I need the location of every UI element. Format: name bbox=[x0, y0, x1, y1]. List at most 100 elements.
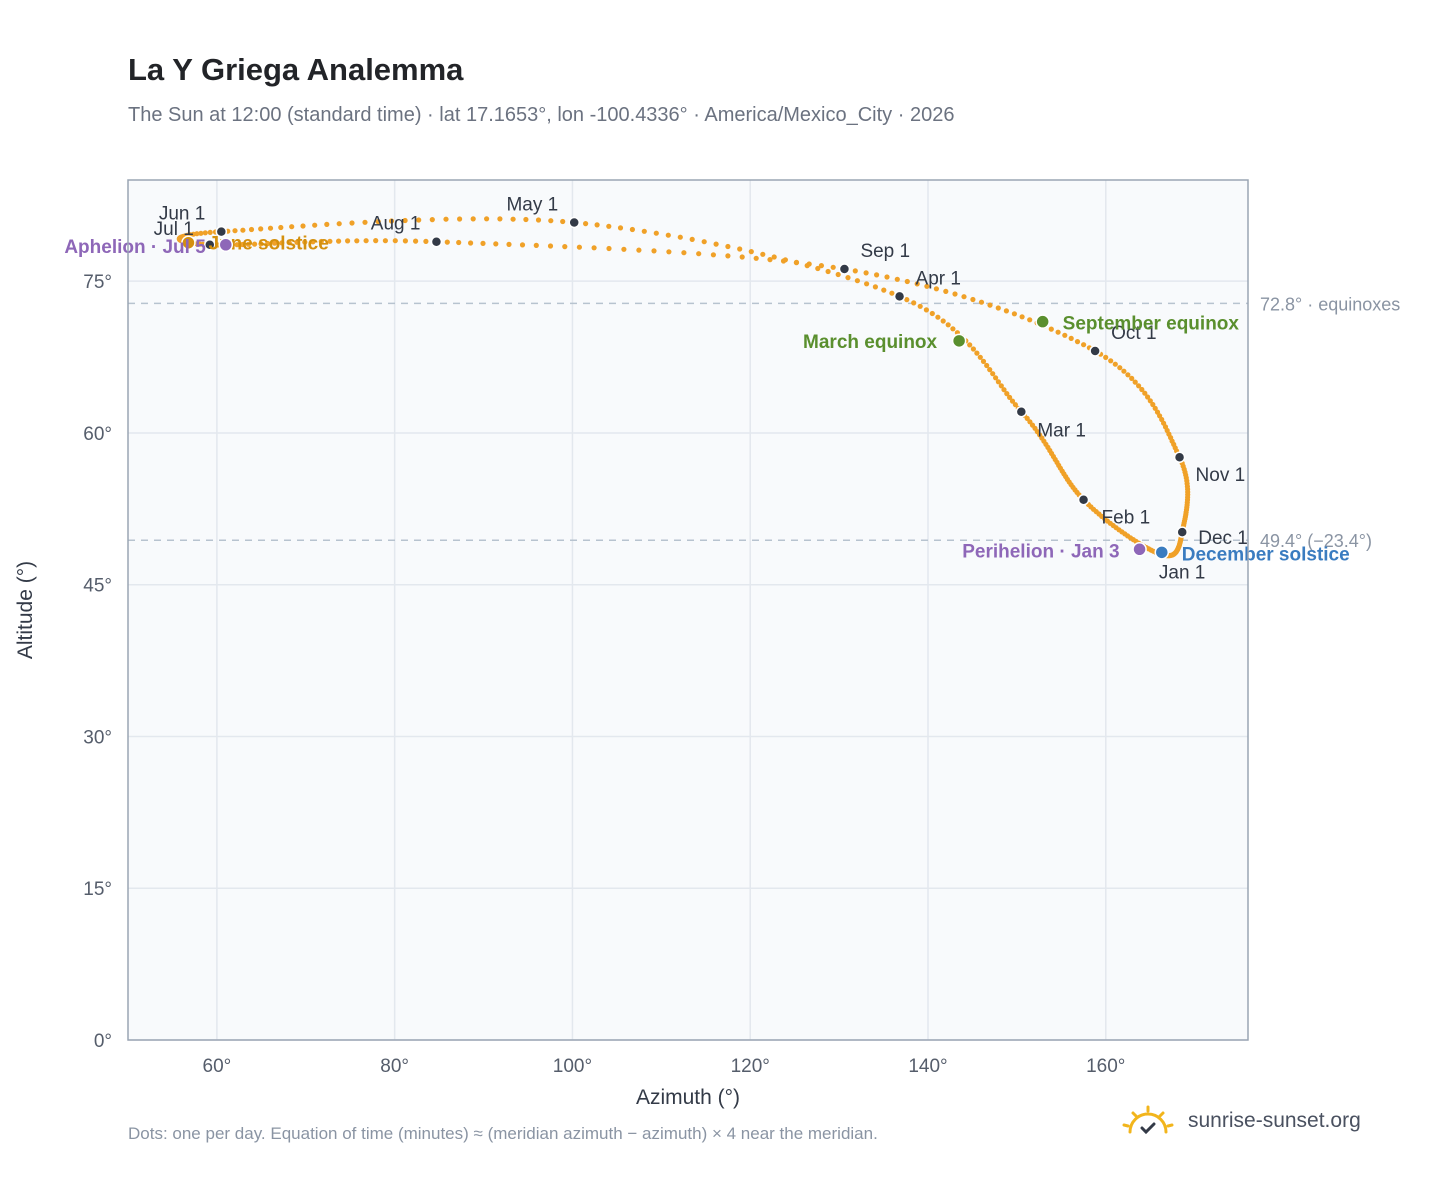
month-label: Feb 1 bbox=[1102, 508, 1151, 529]
daily-sun-dot bbox=[863, 270, 869, 276]
daily-sun-dot bbox=[1112, 361, 1118, 367]
daily-sun-dot bbox=[970, 296, 976, 303]
y-tick-label: 45° bbox=[83, 576, 112, 597]
daily-sun-dot bbox=[1062, 332, 1068, 338]
daily-sun-dot bbox=[510, 216, 516, 222]
daily-sun-dot bbox=[402, 238, 408, 244]
daily-sun-dot bbox=[653, 230, 659, 236]
daily-sun-dot bbox=[780, 258, 787, 264]
daily-sun-dot bbox=[621, 246, 627, 252]
daily-sun-dot bbox=[696, 251, 702, 257]
special-label-september-equinox: September equinox bbox=[1063, 314, 1240, 335]
reference-line-label: 49.4° (−23.4°) bbox=[1260, 531, 1372, 551]
daily-sun-dot bbox=[977, 354, 983, 360]
daily-sun-dot bbox=[312, 222, 318, 228]
x-tick-label: 140° bbox=[908, 1056, 947, 1077]
daily-sun-dot bbox=[998, 383, 1004, 389]
daily-sun-dot bbox=[429, 217, 435, 223]
daily-sun-dot bbox=[606, 245, 612, 252]
plot-frame bbox=[127, 179, 1249, 1041]
y-tick-label: 15° bbox=[83, 879, 112, 900]
month-label: Sep 1 bbox=[860, 241, 910, 262]
daily-sun-dot bbox=[923, 307, 930, 313]
daily-sun-dot bbox=[710, 252, 717, 258]
daily-sun-dot bbox=[935, 314, 941, 320]
daily-sun-dot bbox=[864, 281, 870, 287]
daily-sun-dot bbox=[725, 253, 731, 259]
special-point-september-equinox bbox=[1035, 314, 1050, 329]
chart-title: La Y Griega Analemma bbox=[128, 52, 464, 87]
daily-sun-dot bbox=[636, 247, 642, 253]
daily-sun-dot bbox=[289, 224, 295, 230]
daily-sun-dot bbox=[562, 244, 568, 250]
daily-sun-dot bbox=[310, 239, 316, 245]
month-label: Jun 1 bbox=[159, 204, 205, 225]
daily-sun-dot bbox=[533, 242, 539, 248]
x-tick-label: 160° bbox=[1086, 1056, 1125, 1077]
daily-sun-dot bbox=[987, 367, 993, 373]
daily-sun-dot bbox=[943, 288, 949, 294]
daily-sun-dot bbox=[701, 239, 707, 245]
y-tick-label: 75° bbox=[83, 272, 112, 293]
daily-sun-dot bbox=[591, 245, 597, 251]
daily-sun-dot bbox=[967, 342, 973, 348]
daily-sun-dot bbox=[894, 276, 900, 282]
daily-sun-dot bbox=[825, 268, 831, 275]
daily-sun-dot bbox=[845, 275, 851, 281]
daily-sun-dot bbox=[995, 305, 1001, 311]
daily-sun-dot bbox=[617, 225, 624, 231]
daily-sun-dot bbox=[677, 234, 683, 240]
daily-sun-dot bbox=[760, 251, 766, 257]
daily-sun-dot bbox=[1011, 311, 1018, 317]
daily-sun-dot bbox=[961, 294, 967, 300]
daily-sun-dot bbox=[970, 346, 977, 352]
daily-sun-dot bbox=[950, 326, 956, 332]
daily-sun-dot bbox=[457, 216, 463, 222]
special-point-june-solstice bbox=[181, 235, 196, 250]
month-marker bbox=[1077, 493, 1090, 506]
month-label: Apr 1 bbox=[916, 268, 961, 289]
daily-sun-dot bbox=[952, 291, 958, 297]
month-marker bbox=[893, 290, 906, 303]
daily-sun-dot bbox=[1145, 394, 1151, 400]
special-label-june-solstice: June solstice bbox=[208, 234, 328, 255]
daily-sun-dot bbox=[681, 250, 687, 256]
chart-subtitle: The Sun at 12:00 (standard time) · lat 1… bbox=[128, 104, 955, 126]
daily-sun-dot bbox=[198, 230, 204, 236]
daily-sun-dot bbox=[267, 225, 274, 231]
daily-sun-dot bbox=[547, 243, 554, 249]
daily-sun-dot bbox=[318, 238, 324, 245]
daily-sun-dot bbox=[771, 254, 777, 260]
daily-sun-dot bbox=[945, 322, 951, 328]
daily-sun-dot bbox=[987, 302, 993, 308]
daily-sun-dot bbox=[239, 241, 246, 248]
brand[interactable]: sunrise-sunset.org bbox=[1120, 1104, 1361, 1138]
daily-sun-dot bbox=[606, 223, 612, 229]
daily-sun-dot bbox=[234, 242, 240, 248]
daily-sun-dot bbox=[1139, 386, 1145, 393]
daily-sun-dot bbox=[1004, 391, 1010, 397]
daily-sun-dot bbox=[1007, 394, 1013, 400]
daily-sun-dot bbox=[929, 310, 935, 317]
month-label: Jul 1 bbox=[154, 219, 194, 240]
daily-sun-dot bbox=[974, 350, 980, 356]
y-tick-label: 0° bbox=[94, 1031, 112, 1052]
daily-sun-dot bbox=[416, 217, 422, 223]
daily-sun-dot bbox=[904, 278, 910, 285]
y-axis-label: Altitude (°) bbox=[14, 561, 37, 659]
footnote: Dots: one per day. Equation of time (min… bbox=[128, 1124, 878, 1143]
daily-sun-dot bbox=[327, 238, 333, 244]
y-tick-label: 30° bbox=[83, 727, 112, 748]
daily-sun-dot bbox=[665, 232, 671, 238]
special-point-december-solstice bbox=[1154, 545, 1170, 560]
daily-sun-dot bbox=[767, 257, 773, 263]
daily-sun-dot bbox=[363, 238, 369, 244]
daily-sun-dot bbox=[324, 221, 330, 227]
daily-sun-dot bbox=[874, 272, 880, 278]
daily-sun-dot bbox=[1009, 398, 1016, 404]
month-label: Mar 1 bbox=[1037, 421, 1086, 442]
plot-area bbox=[128, 180, 1248, 1040]
daily-sun-dot bbox=[560, 218, 566, 225]
daily-sun-dot bbox=[830, 264, 836, 270]
